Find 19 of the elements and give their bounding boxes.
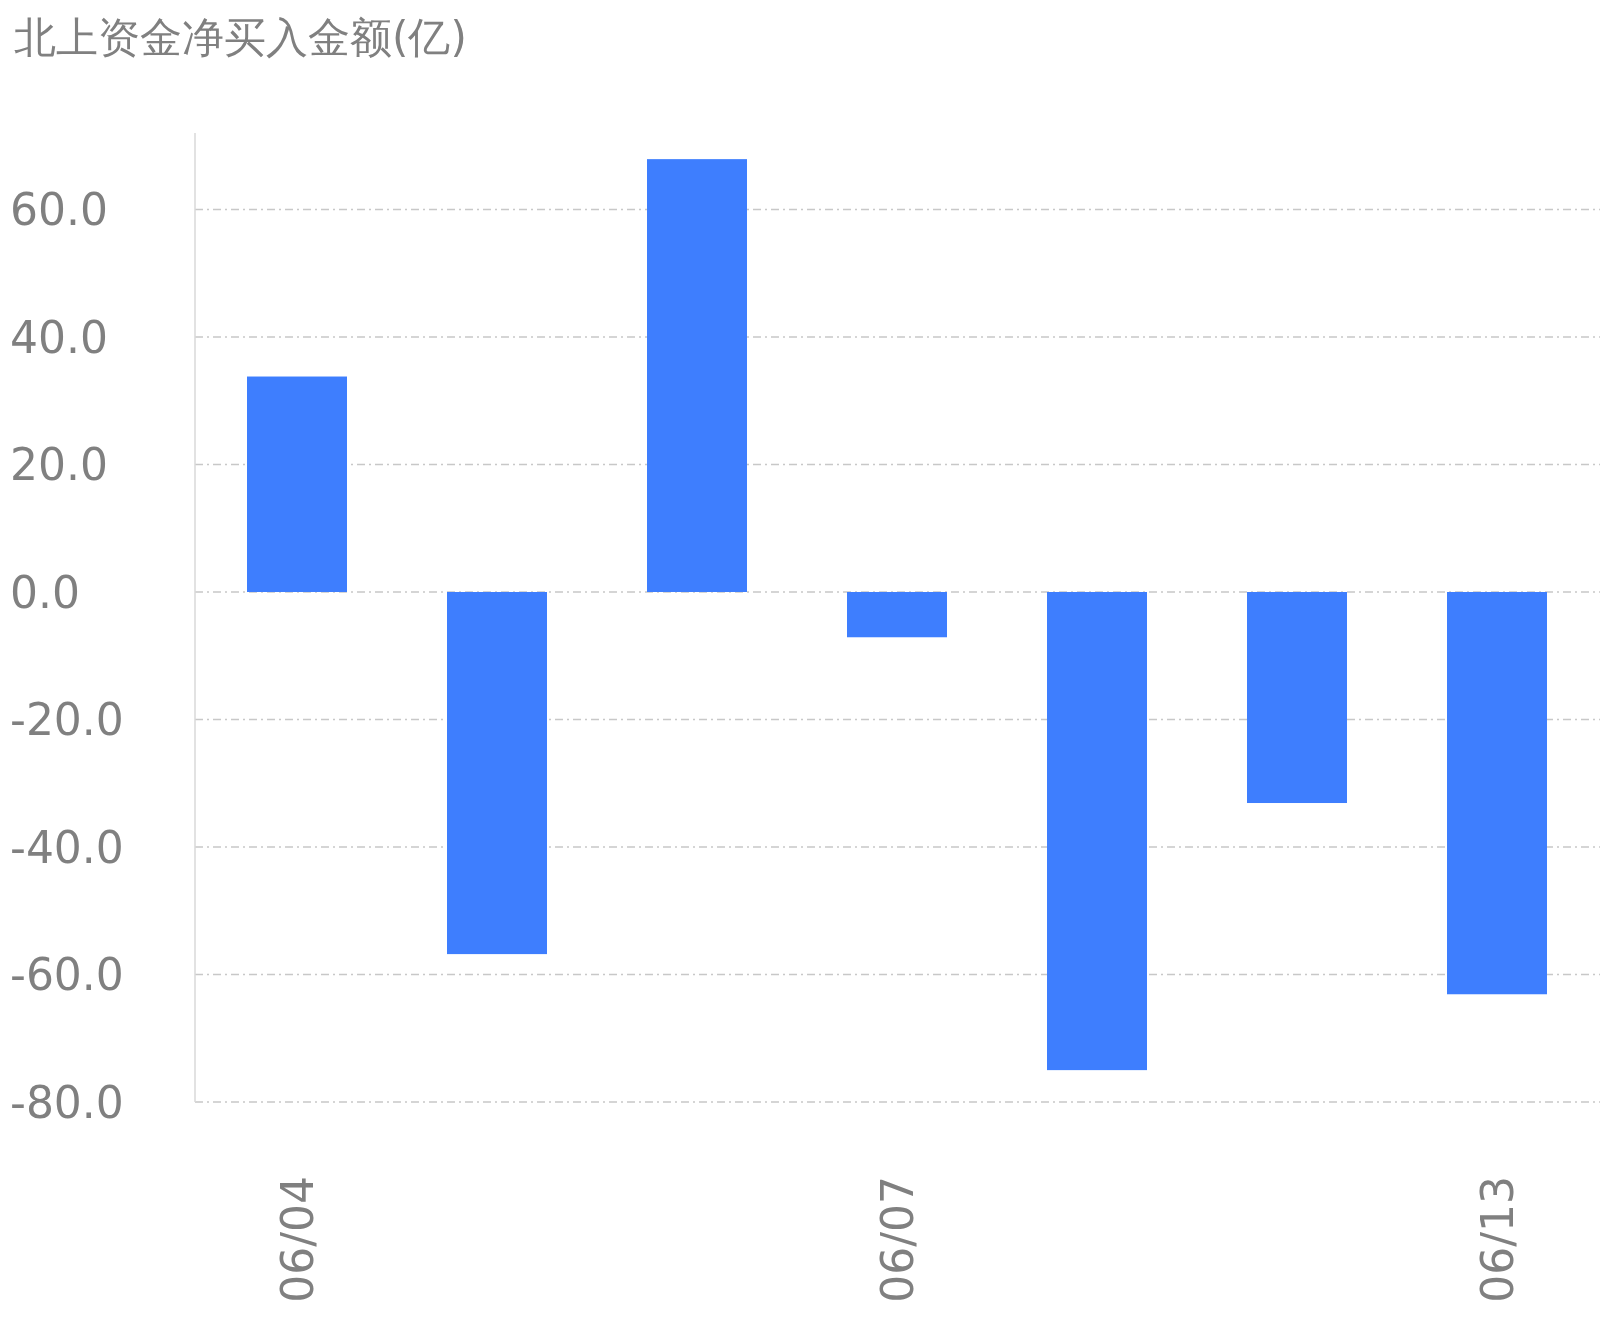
x-tick-label: 06/04 bbox=[271, 1176, 323, 1303]
x-tick-label: 06/07 bbox=[871, 1176, 923, 1303]
bar bbox=[1047, 592, 1147, 1071]
bar bbox=[247, 376, 347, 592]
bar bbox=[447, 592, 547, 955]
y-tick-label: -20.0 bbox=[10, 694, 124, 745]
y-tick-label: 60.0 bbox=[10, 184, 108, 235]
y-tick-label: 20.0 bbox=[10, 439, 108, 490]
bar bbox=[1447, 592, 1547, 995]
chart-title: 北上资金净买入金额(亿) bbox=[14, 13, 467, 62]
y-tick-label: -40.0 bbox=[10, 821, 124, 873]
y-tick-label: 40.0 bbox=[10, 311, 108, 363]
bar bbox=[647, 159, 747, 592]
y-tick-label: -80.0 bbox=[10, 1076, 124, 1128]
y-tick-label: 0.0 bbox=[10, 566, 80, 618]
bar bbox=[847, 592, 947, 638]
y-tick-label: -60.0 bbox=[10, 949, 124, 1000]
x-tick-label: 06/13 bbox=[1471, 1176, 1523, 1303]
bar bbox=[1247, 592, 1347, 804]
